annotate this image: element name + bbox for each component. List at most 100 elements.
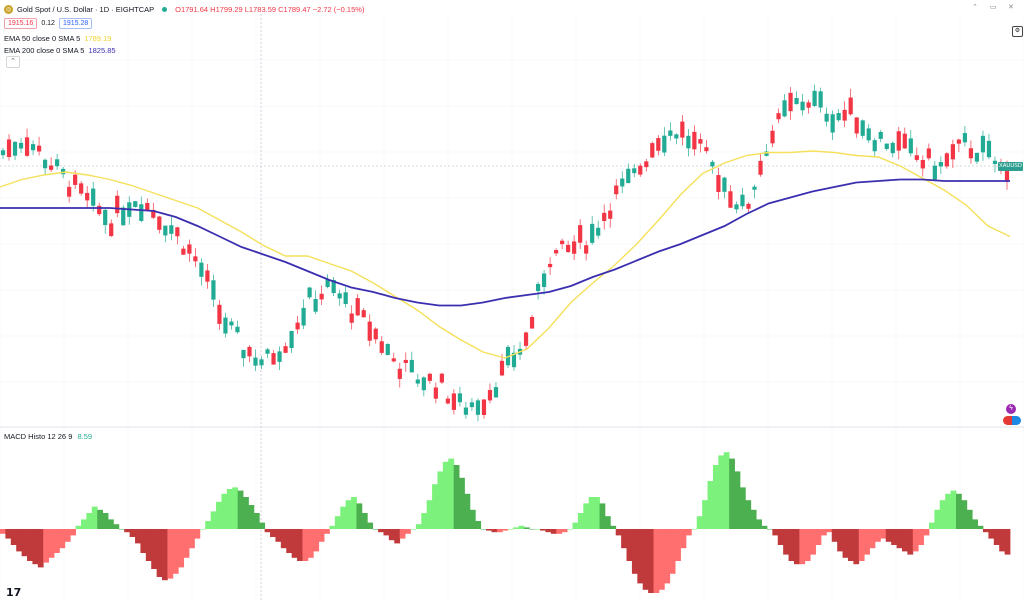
macd-bar bbox=[955, 493, 962, 529]
candle-body bbox=[535, 283, 541, 292]
ema200-legend[interactable]: EMA 200 close 0 SMA 5 1825.85 bbox=[4, 46, 116, 55]
macd-bar bbox=[280, 529, 287, 549]
candle-body bbox=[241, 349, 246, 359]
ema200-line bbox=[0, 178, 1010, 307]
macd-bar bbox=[205, 521, 212, 529]
macd-bar bbox=[464, 493, 471, 529]
candle-body bbox=[908, 138, 913, 154]
macd-bar bbox=[993, 529, 1000, 545]
macd-bar bbox=[621, 529, 627, 549]
bid-button[interactable]: 1915.16 bbox=[4, 18, 38, 29]
candle-body bbox=[139, 204, 144, 221]
macd-bar bbox=[966, 509, 973, 529]
macd-bar bbox=[750, 509, 757, 529]
lightning-event-icon[interactable]: ϟ bbox=[1006, 404, 1016, 414]
candle-body bbox=[692, 131, 697, 150]
candle-body bbox=[277, 351, 282, 362]
macd-bar bbox=[345, 500, 352, 529]
macd-bar bbox=[313, 529, 320, 552]
macd-bar bbox=[264, 529, 271, 533]
candle-body bbox=[614, 185, 619, 195]
candle-body bbox=[319, 293, 324, 300]
candle-body bbox=[782, 100, 787, 117]
macd-bar bbox=[189, 529, 195, 549]
macd-bar bbox=[777, 529, 784, 545]
candle-body bbox=[91, 188, 96, 206]
candle-body bbox=[79, 183, 84, 194]
macd-bar bbox=[820, 529, 827, 536]
candlestick-series bbox=[0, 84, 1010, 422]
ema50-legend[interactable]: EMA 50 close 0 SMA 5 1789.19 bbox=[4, 34, 111, 43]
symbol-title[interactable]: Gold Spot / U.S. Dollar · 1D · EIGHTCAP bbox=[17, 5, 155, 14]
macd-bar bbox=[745, 500, 752, 529]
candle-body bbox=[818, 91, 823, 108]
candle-body bbox=[944, 153, 949, 167]
macd-bar bbox=[945, 493, 951, 529]
candle-body bbox=[632, 168, 637, 174]
macd-bar bbox=[1004, 529, 1011, 555]
maximize-icon[interactable]: ▭ bbox=[990, 4, 997, 11]
gold-coin-icon: ◎ bbox=[4, 5, 13, 14]
macd-bar bbox=[453, 465, 460, 529]
tradingview-logo-icon[interactable]: 17 bbox=[6, 586, 22, 599]
macd-bar bbox=[756, 519, 762, 529]
settings-icon[interactable]: ⚙ bbox=[1012, 26, 1023, 37]
candle-body bbox=[397, 368, 402, 379]
macd-bar bbox=[156, 529, 163, 577]
macd-bar bbox=[64, 529, 71, 542]
macd-bar bbox=[448, 458, 455, 529]
bid-ask-legend: 1915.16 0.12 1915.28 bbox=[4, 18, 93, 29]
candle-body bbox=[337, 293, 342, 299]
candle-body bbox=[872, 140, 877, 152]
candle-body bbox=[427, 373, 432, 381]
candle-body bbox=[541, 273, 547, 287]
candle-body bbox=[169, 225, 174, 234]
macd-bar bbox=[475, 521, 482, 529]
macd-bar bbox=[810, 529, 816, 555]
macd-bar bbox=[226, 489, 233, 529]
candle-body bbox=[235, 326, 240, 333]
candle-body bbox=[211, 280, 216, 300]
macd-bar bbox=[372, 529, 379, 530]
chevron-up-icon[interactable]: ⌃ bbox=[972, 4, 978, 11]
ask-button[interactable]: 1915.28 bbox=[58, 18, 93, 29]
macd-bar bbox=[356, 503, 363, 529]
collapse-legend-button[interactable]: ⌃ bbox=[6, 56, 20, 68]
candle-body bbox=[36, 145, 42, 152]
candle-body bbox=[30, 144, 36, 151]
candle-body bbox=[403, 359, 408, 363]
macd-bar bbox=[950, 490, 957, 529]
macd-bar bbox=[739, 487, 746, 529]
candle-body bbox=[73, 174, 78, 185]
macd-bar bbox=[972, 519, 978, 529]
candle-body bbox=[746, 203, 751, 209]
candle-body bbox=[24, 137, 30, 156]
macd-bar bbox=[761, 525, 768, 529]
candle-body bbox=[566, 244, 571, 253]
symbol-legend[interactable]: ◎ Gold Spot / U.S. Dollar · 1D · EIGHTCA… bbox=[4, 5, 364, 14]
candle-body bbox=[740, 194, 745, 207]
macd-bar bbox=[729, 458, 735, 529]
macd-legend[interactable]: MACD Histo 12 26 9 8.59 bbox=[4, 432, 92, 441]
macd-bar bbox=[977, 525, 984, 529]
macd-bar bbox=[307, 529, 314, 558]
close-icon[interactable]: ✕ bbox=[1008, 4, 1014, 11]
candle-body bbox=[860, 120, 865, 136]
candle-body bbox=[67, 186, 72, 197]
candle-body bbox=[523, 332, 529, 346]
candle-body bbox=[938, 162, 943, 167]
candle-body bbox=[986, 140, 992, 158]
candle-body bbox=[355, 298, 360, 316]
macd-bar bbox=[469, 509, 476, 529]
symbol-price-tag: XAUUSD bbox=[998, 162, 1023, 171]
candle-body bbox=[361, 310, 366, 318]
candle-body bbox=[487, 389, 493, 401]
candle-body bbox=[788, 92, 793, 112]
candle-body bbox=[475, 400, 481, 415]
us-event-flag-icon[interactable] bbox=[1003, 416, 1021, 425]
candle-body bbox=[187, 244, 192, 254]
macd-bar bbox=[291, 529, 298, 558]
candle-body bbox=[716, 175, 721, 193]
macd-bar bbox=[297, 529, 303, 561]
